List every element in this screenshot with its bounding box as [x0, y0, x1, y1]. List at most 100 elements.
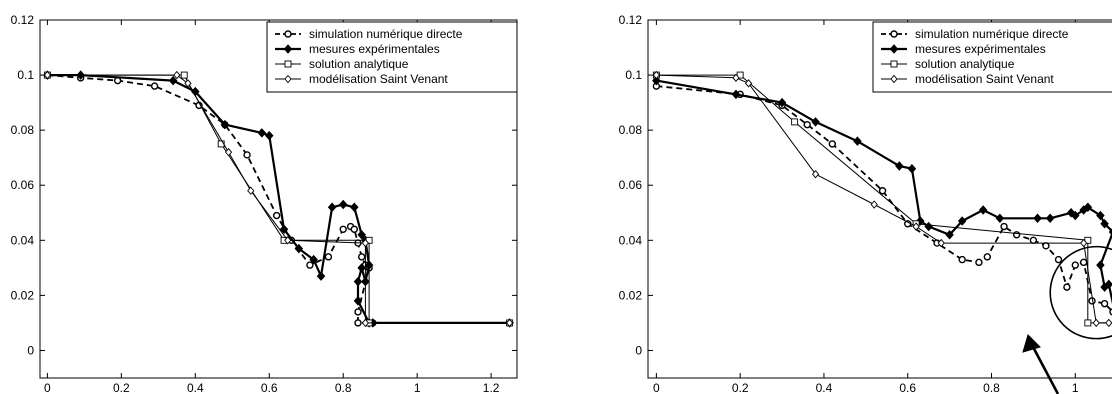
legend-label: solution analytique [915, 57, 1015, 71]
x-tick-label: 0.4 [816, 381, 833, 394]
data-point [1042, 242, 1050, 250]
y-tick-label: 0.02 [619, 288, 643, 302]
data-point [350, 202, 359, 213]
data-point [803, 120, 811, 129]
data-point [1045, 213, 1055, 224]
data-point [361, 318, 369, 328]
data-point [338, 199, 348, 210]
chart-left: 0 0.2 0.4 0.6 0.8 1 1.2 0 0.02 0.04 0.06 0.08 0.1 0.1… [11, 13, 518, 394]
data-point [870, 200, 878, 209]
data-point [324, 253, 333, 261]
x-tick-label: 0.2 [113, 381, 130, 394]
data-point [983, 253, 992, 261]
data-point [1108, 228, 1112, 236]
y-tick-label: 0.02 [11, 288, 35, 302]
series-line-1 [47, 74, 510, 324]
data-point [43, 70, 51, 80]
legend-marker [284, 30, 292, 38]
x-tick-label: 0.6 [899, 381, 916, 394]
x-tick-label: 1.2 [483, 381, 500, 394]
legend-marker [284, 74, 292, 84]
annotation-circle [1049, 245, 1112, 340]
data-point [354, 308, 362, 316]
data-point [284, 236, 292, 245]
data-point [357, 230, 366, 240]
data-point [1054, 255, 1063, 264]
legend-label: simulation numérique directe [915, 27, 1069, 41]
data-point [853, 136, 862, 146]
data-point [327, 202, 337, 213]
y-tick-label: 0.1 [625, 68, 642, 82]
series-group [43, 70, 514, 328]
data-point [1079, 258, 1088, 267]
data-point [506, 318, 514, 328]
data-point [1096, 210, 1105, 221]
data-point [1100, 219, 1109, 229]
data-point [1105, 318, 1112, 328]
y-tick-label: 0.1 [17, 68, 34, 82]
data-point [895, 161, 904, 171]
data-point [357, 253, 366, 261]
data-point [257, 128, 267, 138]
data-point [1063, 283, 1071, 291]
data-point [184, 79, 192, 88]
data-point [1109, 308, 1112, 316]
data-point [350, 225, 359, 233]
data-point [279, 224, 289, 235]
chart-right: 00.20.40.60.811.200.020.040.060.080.10.1… [619, 13, 1112, 394]
data-point [316, 271, 326, 281]
data-point [777, 97, 787, 108]
data-point [652, 70, 660, 80]
legend-label: solution analytique [309, 57, 409, 71]
data-point [975, 258, 983, 267]
data-point [916, 216, 925, 226]
data-point [744, 79, 753, 88]
data-point [995, 213, 1005, 224]
data-point [945, 230, 954, 240]
y-tick-label: 0 [27, 343, 34, 357]
data-point [1100, 299, 1109, 308]
legend-marker [889, 44, 899, 54]
data-point [309, 254, 318, 265]
data-point [732, 73, 740, 83]
data-point [1029, 236, 1038, 245]
x-tick-label: 0.6 [261, 381, 278, 394]
data-point [1092, 318, 1100, 328]
legend-marker [890, 30, 898, 38]
data-point [1012, 231, 1021, 239]
data-point [957, 216, 967, 226]
data-point [1080, 238, 1088, 248]
data-point [173, 70, 181, 80]
y-tick-label: 0.12 [619, 13, 643, 27]
data-point [357, 263, 366, 273]
data-point [1071, 210, 1080, 221]
legend-marker [890, 74, 898, 84]
data-point [354, 319, 362, 327]
legend-label: simulation numérique directe [309, 27, 463, 41]
x-tick-label: 0.4 [187, 381, 204, 394]
data-point [361, 238, 369, 248]
data-point [353, 276, 363, 287]
data-point [353, 296, 363, 306]
legend-marker [283, 44, 293, 54]
y-tick-label: 0.06 [11, 178, 35, 192]
legend-marker [284, 60, 292, 68]
y-tick-label: 0.08 [11, 123, 35, 137]
data-point [180, 71, 188, 79]
x-tick-label: 0 [653, 381, 660, 394]
data-point [150, 82, 159, 90]
data-point [912, 222, 920, 231]
data-point [243, 151, 251, 159]
legend-label: modélisation Saint Venant [915, 72, 1054, 86]
y-tick-label: 0.06 [619, 178, 643, 192]
data-point [937, 238, 945, 248]
data-point [811, 117, 820, 127]
data-point [224, 147, 233, 157]
y-tick-label: 0 [635, 343, 642, 357]
series-group [652, 70, 1112, 328]
legend-label: modélisation Saint Venant [309, 72, 448, 86]
x-tick-label: 0.8 [983, 381, 1000, 394]
data-point [220, 119, 230, 130]
data-point [264, 130, 274, 141]
